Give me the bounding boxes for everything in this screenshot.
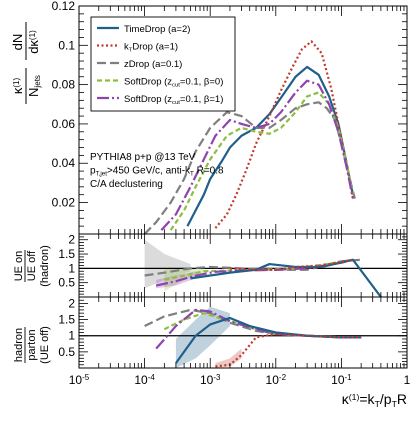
legend-label-sd0: SoftDrop (zcut=0.1, β=0) xyxy=(124,77,223,89)
y-tick-label: 0.06 xyxy=(52,117,76,131)
x-axis-label: κ(1)=kT/pTR xyxy=(342,391,407,409)
y-axis-label-main: κ(1)Njets dN dκ(1) xyxy=(10,22,42,104)
uncertainty-band-kt xyxy=(215,348,242,368)
x-tick-label: 10-4 xyxy=(134,373,155,387)
series-line-kt xyxy=(214,40,355,229)
svg-text:hadron: hadron xyxy=(13,328,25,362)
y-axis-label-np: hadron parton (UE off) xyxy=(13,326,51,364)
legend: TimeDrop (a=2) kTDrop (a=1) zDrop (a=0.1) S… xyxy=(90,16,236,112)
series-line-sd0 xyxy=(169,91,355,231)
svg-text:UE off: UE off xyxy=(26,250,38,281)
series-line-zdrop xyxy=(144,308,362,339)
y-tick-label: 0.1 xyxy=(58,38,75,52)
uncertainty-band-zdrop xyxy=(144,239,191,289)
series-line-kt xyxy=(215,333,362,368)
x-tick-label: 10-3 xyxy=(200,373,221,387)
x-tick-label: 10-2 xyxy=(266,373,287,387)
y-tick-label: 0.02 xyxy=(52,196,76,210)
x-tick-label: 10-1 xyxy=(331,373,352,387)
uncertainty-band-timedrop xyxy=(175,306,230,368)
y-tick-label: 1 xyxy=(68,329,75,343)
series-line-timedrop xyxy=(190,258,382,297)
y-tick-label: 0.12 xyxy=(52,0,76,13)
annotation-line: C/A declustering xyxy=(90,179,163,190)
svg-text:dκ(1): dκ(1) xyxy=(26,30,41,54)
y-tick-label: 1.5 xyxy=(58,313,75,327)
plot-frame xyxy=(78,296,408,369)
svg-text:κ(1): κ(1) xyxy=(10,78,25,95)
annotation-line: PYTHIA8 p+p @13 TeV xyxy=(90,152,196,163)
y-tick-label: 0.08 xyxy=(52,78,76,92)
panel-np-ratio: 0.5 1 1.5 2 hadron parton (UE off) xyxy=(13,296,408,369)
svg-text:Njets: Njets xyxy=(26,75,42,97)
y-tick-label: 0.04 xyxy=(52,156,76,170)
y-tick-label: 0.5 xyxy=(58,276,75,290)
svg-text:UE on: UE on xyxy=(13,251,25,282)
legend-label-timedrop: TimeDrop (a=2) xyxy=(124,24,190,35)
annotation-line: pT,jet>450 GeV/c, anti-kT R=0.8 xyxy=(90,166,224,178)
svg-text:dN: dN xyxy=(10,34,25,51)
y-tick-label: 0.5 xyxy=(58,345,75,359)
y-axis-label-ue: UE on UE off (hadron) xyxy=(13,245,51,287)
legend-label-zdrop: zDrop (a=0.1) xyxy=(124,59,182,70)
panel-ue-ratio: 0.511.52 UE on UE off (hadron) xyxy=(13,233,408,298)
y-tick-label: 1.5 xyxy=(58,247,75,261)
svg-text:(hadron): (hadron) xyxy=(39,245,51,287)
x-tick-label: 10-5 xyxy=(69,373,90,387)
svg-text:parton: parton xyxy=(26,329,38,360)
y-tick-label: 2 xyxy=(68,233,75,247)
legend-label-kt: kTDrop (a=1) xyxy=(124,42,178,54)
y-tick-label: 1 xyxy=(68,261,75,275)
y-tick-label: 2 xyxy=(68,296,75,310)
panel-main: 0.02 0.04 0.06 0.08 0.1 0.12 κ(1)Njets dN dκ(1) xyxy=(10,0,408,235)
x-tick-label: 1 xyxy=(404,373,411,387)
x-axis: 10-5 10-4 10-3 10-2 10-1 1 κ(1)=kT/pTR xyxy=(69,373,411,409)
svg-text:(UE off): (UE off) xyxy=(39,326,51,364)
annotation: PYTHIA8 p+p @13 TeV pT,jet>450 GeV/c, ant… xyxy=(90,152,224,190)
legend-label-sd1: SoftDrop (zcut=0.1, β=1) xyxy=(124,94,223,106)
series-line-kt xyxy=(229,258,354,271)
